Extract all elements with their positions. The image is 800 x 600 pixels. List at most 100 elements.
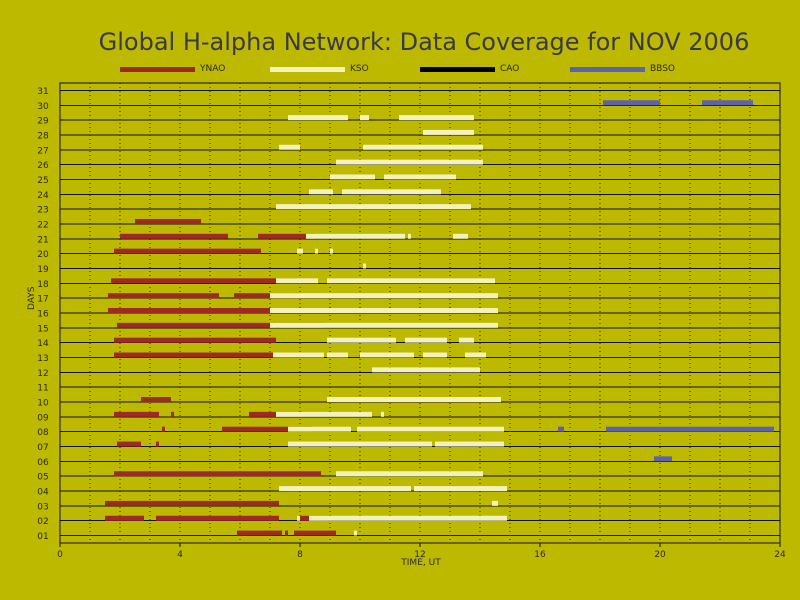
y-tick-label: 09 bbox=[37, 413, 49, 423]
y-tick-label: 11 bbox=[37, 384, 48, 394]
segment-kso bbox=[336, 471, 483, 477]
segment-kso bbox=[276, 204, 471, 210]
y-tick-label: 13 bbox=[37, 354, 48, 364]
segment-kso bbox=[276, 278, 318, 284]
segment-ynao bbox=[156, 515, 279, 521]
segment-ynao bbox=[234, 293, 300, 299]
legend-line-ynao bbox=[120, 67, 195, 72]
segment-bbso bbox=[606, 426, 774, 432]
y-tick-label: 10 bbox=[37, 399, 49, 409]
segment-kso bbox=[492, 500, 498, 506]
segment-kso bbox=[270, 322, 498, 328]
legend-line-cao bbox=[420, 67, 495, 72]
segment-ynao bbox=[162, 426, 165, 432]
x-tick-label: 12 bbox=[414, 550, 425, 560]
segment-ynao bbox=[108, 293, 219, 299]
segment-kso bbox=[465, 352, 486, 358]
segment-kso bbox=[384, 174, 456, 180]
segment-kso bbox=[309, 189, 333, 195]
segment-kso bbox=[273, 352, 324, 358]
legend-line-bbso bbox=[570, 67, 645, 72]
segment-kso bbox=[360, 352, 414, 358]
y-tick-label: 31 bbox=[37, 87, 48, 97]
segment-kso bbox=[405, 337, 447, 343]
segment-bbso bbox=[702, 100, 753, 106]
x-tick-label: 8 bbox=[297, 550, 303, 560]
x-tick-label: 20 bbox=[654, 550, 666, 560]
segment-kso bbox=[327, 278, 495, 284]
segment-ynao bbox=[258, 233, 315, 239]
segment-kso bbox=[270, 308, 498, 313]
y-tick-label: 29 bbox=[37, 117, 49, 127]
segment-ynao bbox=[120, 233, 228, 239]
segment-ynao bbox=[222, 426, 312, 432]
y-tick-label: 07 bbox=[37, 443, 48, 453]
segment-kso bbox=[453, 233, 468, 239]
y-tick-label: 17 bbox=[37, 295, 48, 305]
y-axis-label: DAYS bbox=[27, 286, 37, 310]
y-tick-label: 23 bbox=[37, 206, 48, 216]
x-tick-label: 4 bbox=[177, 550, 183, 560]
segment-ynao bbox=[105, 515, 144, 521]
segment-kso bbox=[459, 337, 474, 343]
y-tick-label: 18 bbox=[37, 280, 49, 290]
segment-kso bbox=[408, 233, 411, 239]
segment-kso bbox=[330, 174, 375, 180]
chart-title: Global H-alpha Network: Data Coverage fo… bbox=[98, 28, 750, 56]
segment-kso bbox=[357, 426, 504, 432]
segment-kso bbox=[354, 530, 357, 536]
segment-kso bbox=[360, 115, 369, 121]
y-tick-label: 12 bbox=[37, 369, 48, 379]
y-tick-label: 15 bbox=[37, 324, 48, 334]
segment-ynao bbox=[171, 411, 174, 417]
y-tick-label: 21 bbox=[37, 235, 48, 245]
y-tick-label: 27 bbox=[37, 146, 48, 156]
y-tick-label: 08 bbox=[37, 428, 49, 438]
segment-kso bbox=[297, 515, 300, 521]
segment-kso bbox=[306, 233, 405, 239]
segment-ynao bbox=[114, 248, 261, 254]
segment-ynao bbox=[105, 500, 279, 506]
y-tick-label: 02 bbox=[37, 517, 48, 527]
segment-bbso bbox=[603, 100, 660, 106]
segment-ynao bbox=[114, 352, 273, 358]
y-tick-label: 25 bbox=[37, 176, 48, 186]
y-tick-label: 30 bbox=[37, 102, 49, 112]
segment-kso bbox=[327, 397, 501, 403]
segment-kso bbox=[423, 352, 447, 358]
legend-label-ynao: YNAO bbox=[200, 64, 226, 74]
legend-label-cao: CAO bbox=[500, 64, 520, 74]
segment-ynao bbox=[114, 471, 321, 477]
segment-kso bbox=[381, 411, 384, 417]
segment-kso bbox=[327, 337, 396, 343]
y-tick-label: 26 bbox=[37, 161, 49, 171]
segment-ynao bbox=[285, 530, 288, 536]
segment-ynao bbox=[237, 530, 282, 536]
segment-kso bbox=[309, 515, 507, 521]
legend-label-kso: KSO bbox=[350, 64, 369, 74]
y-tick-label: 06 bbox=[37, 458, 49, 468]
segment-kso bbox=[363, 263, 366, 269]
segment-ynao bbox=[111, 278, 276, 284]
segment-ynao bbox=[294, 530, 336, 536]
y-tick-label: 03 bbox=[37, 502, 48, 512]
segment-kso bbox=[414, 486, 507, 492]
segment-kso bbox=[399, 115, 474, 121]
segment-ynao bbox=[117, 441, 141, 447]
segment-ynao bbox=[141, 397, 171, 403]
segment-kso bbox=[288, 441, 432, 447]
y-tick-label: 16 bbox=[37, 310, 49, 320]
legend-line-kso bbox=[270, 67, 345, 72]
segment-kso bbox=[363, 144, 483, 150]
segment-kso bbox=[435, 441, 504, 447]
segment-kso bbox=[270, 293, 498, 299]
x-axis-label: TIME, UT bbox=[401, 558, 441, 568]
y-tick-label: 20 bbox=[37, 250, 49, 260]
y-tick-label: 28 bbox=[37, 131, 49, 141]
y-tick-label: 14 bbox=[37, 339, 49, 349]
x-tick-label: 24 bbox=[774, 550, 786, 560]
segment-kso bbox=[342, 189, 441, 195]
segment-kso bbox=[288, 426, 351, 432]
segment-kso bbox=[279, 486, 411, 492]
